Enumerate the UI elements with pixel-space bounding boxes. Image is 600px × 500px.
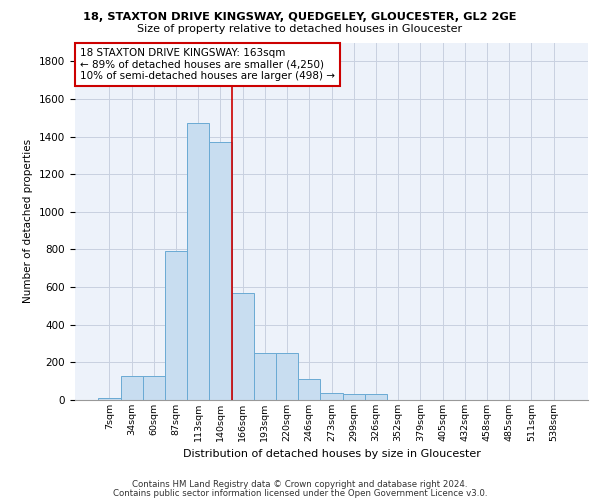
Text: 18 STAXTON DRIVE KINGSWAY: 163sqm
← 89% of detached houses are smaller (4,250)
1: 18 STAXTON DRIVE KINGSWAY: 163sqm ← 89% … — [80, 48, 335, 81]
Bar — [143, 376, 165, 400]
Bar — [254, 353, 276, 400]
Text: Size of property relative to detached houses in Gloucester: Size of property relative to detached ho… — [137, 24, 463, 34]
Bar — [320, 394, 343, 400]
Text: Contains HM Land Registry data © Crown copyright and database right 2024.: Contains HM Land Registry data © Crown c… — [132, 480, 468, 489]
Bar — [298, 380, 320, 400]
Text: 18, STAXTON DRIVE KINGSWAY, QUEDGELEY, GLOUCESTER, GL2 2GE: 18, STAXTON DRIVE KINGSWAY, QUEDGELEY, G… — [83, 12, 517, 22]
Bar — [343, 394, 365, 400]
Bar — [276, 353, 298, 400]
Bar — [165, 252, 187, 400]
Bar — [187, 124, 209, 400]
Bar — [209, 142, 232, 400]
Bar — [365, 394, 387, 400]
Bar — [232, 292, 254, 400]
Y-axis label: Number of detached properties: Number of detached properties — [23, 139, 34, 304]
Text: Contains public sector information licensed under the Open Government Licence v3: Contains public sector information licen… — [113, 488, 487, 498]
Bar — [98, 398, 121, 400]
Bar — [121, 376, 143, 400]
X-axis label: Distribution of detached houses by size in Gloucester: Distribution of detached houses by size … — [182, 450, 481, 460]
